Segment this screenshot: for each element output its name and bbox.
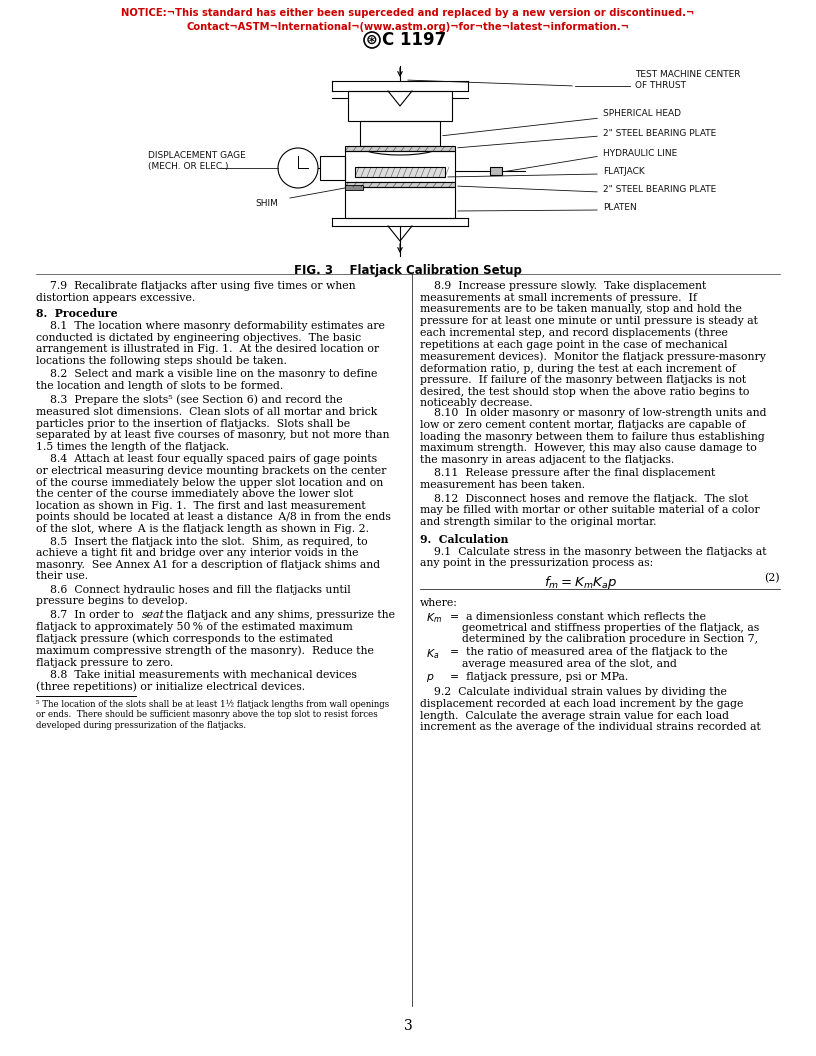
Bar xyxy=(345,151,455,182)
Text: 2" STEEL BEARING PLATE: 2" STEEL BEARING PLATE xyxy=(603,186,716,194)
Text: SHIM: SHIM xyxy=(255,200,278,208)
Bar xyxy=(345,187,455,218)
Text: (2): (2) xyxy=(765,572,780,583)
Bar xyxy=(345,182,455,187)
Text: determined by the calibration procedure in Section 7,: determined by the calibration procedure … xyxy=(462,635,758,644)
Text: 3: 3 xyxy=(404,1019,412,1033)
Text: DISPLACEMENT GAGE
(MECH. OR ELEC.): DISPLACEMENT GAGE (MECH. OR ELEC.) xyxy=(148,151,246,171)
Text: $K_a$: $K_a$ xyxy=(426,647,439,661)
Text: 9.2  Calculate individual strain values by dividing the
displacement recorded at: 9.2 Calculate individual strain values b… xyxy=(420,687,761,732)
Text: 8.7  In order to: 8.7 In order to xyxy=(36,610,137,620)
Text: PLATEN: PLATEN xyxy=(603,204,636,212)
Text: 9.1  Calculate stress in the masonry between the flatjacks at
any point in the p: 9.1 Calculate stress in the masonry betw… xyxy=(420,547,766,568)
Text: 8.12  Disconnect hoses and remove the flatjack.  The slot
may be filled with mor: 8.12 Disconnect hoses and remove the fla… xyxy=(420,493,760,527)
Text: 8.6  Connect hydraulic hoses and fill the flatjacks until
pressure begins to dev: 8.6 Connect hydraulic hoses and fill the… xyxy=(36,585,351,606)
Text: 2" STEEL BEARING PLATE: 2" STEEL BEARING PLATE xyxy=(603,129,716,137)
Bar xyxy=(320,156,345,180)
Text: 8.5  Insert the flatjack into the slot.  Shim, as required, to
achieve a tight f: 8.5 Insert the flatjack into the slot. S… xyxy=(36,536,380,581)
Text: 8.3  Prepare the slots⁵ (see Section 6) and record the
measured slot dimensions.: 8.3 Prepare the slots⁵ (see Section 6) a… xyxy=(36,395,389,452)
Text: SPHERICAL HEAD: SPHERICAL HEAD xyxy=(603,110,681,118)
Text: FIG. 3    Flatjack Calibration Setup: FIG. 3 Flatjack Calibration Setup xyxy=(294,264,522,277)
Text: $f_m = K_m K_a p$: $f_m = K_m K_a p$ xyxy=(543,574,616,591)
Text: Contact¬ASTM¬International¬(www.astm.org)¬for¬the¬latest¬information.¬: Contact¬ASTM¬International¬(www.astm.org… xyxy=(187,22,629,32)
Text: ⁵ The location of the slots shall be at least 1½ flatjack lengths from wall open: ⁵ The location of the slots shall be at … xyxy=(36,699,389,730)
Text: $K_m$: $K_m$ xyxy=(426,611,442,625)
Text: FLATJACK: FLATJACK xyxy=(603,168,645,176)
Text: 9.  Calculation: 9. Calculation xyxy=(420,533,508,545)
Text: HYDRAULIC LINE: HYDRAULIC LINE xyxy=(603,149,677,157)
Text: $p$: $p$ xyxy=(426,672,434,684)
Text: ⊛: ⊛ xyxy=(366,33,378,48)
Bar xyxy=(490,167,502,175)
Text: 8.8  Take initial measurements with mechanical devices
(three repetitions) or in: 8.8 Take initial measurements with mecha… xyxy=(36,670,357,692)
Text: 8.11  Release pressure after the final displacement
measurement has been taken.: 8.11 Release pressure after the final di… xyxy=(420,468,716,490)
Text: seat: seat xyxy=(142,610,165,620)
Text: where:: where: xyxy=(420,598,458,608)
Text: =  the ratio of measured area of the flatjack to the: = the ratio of measured area of the flat… xyxy=(450,647,728,658)
Text: 8.9  Increase pressure slowly.  Take displacement
measurements at small incremen: 8.9 Increase pressure slowly. Take displ… xyxy=(420,281,766,409)
Text: average measured area of the slot, and: average measured area of the slot, and xyxy=(462,659,677,668)
Text: NOTICE:¬This standard has either been superceded and replaced by a new version o: NOTICE:¬This standard has either been su… xyxy=(122,8,694,18)
Bar xyxy=(345,185,363,190)
Text: 8.4  Attach at least four equally spaced pairs of gage points
or electrical meas: 8.4 Attach at least four equally spaced … xyxy=(36,454,391,534)
Bar xyxy=(360,121,440,146)
Text: 8.1  The location where masonry deformability estimates are
conducted is dictate: 8.1 The location where masonry deformabi… xyxy=(36,321,385,365)
Text: geometrical and stiffness properties of the flatjack, as: geometrical and stiffness properties of … xyxy=(462,623,759,633)
Bar xyxy=(355,167,445,177)
Text: 8.10  In older masonry or masonry of low-strength units and
low or zero cement c: 8.10 In older masonry or masonry of low-… xyxy=(420,409,766,465)
Text: flatjack to approximately 50 % of the estimated maximum
flatjack pressure (which: flatjack to approximately 50 % of the es… xyxy=(36,622,374,667)
Text: 8.  Procedure: 8. Procedure xyxy=(36,307,118,319)
Text: C 1197: C 1197 xyxy=(382,31,446,49)
Bar xyxy=(345,146,455,151)
Bar xyxy=(348,91,452,121)
Text: TEST MACHINE CENTER
OF THRUST: TEST MACHINE CENTER OF THRUST xyxy=(635,70,740,91)
Text: 8.2  Select and mark a visible line on the masonry to define
the location and le: 8.2 Select and mark a visible line on th… xyxy=(36,370,377,391)
Text: the flatjack and any shims, pressurize the: the flatjack and any shims, pressurize t… xyxy=(162,610,395,620)
Text: 7.9  Recalibrate flatjacks after using five times or when
distortion appears exc: 7.9 Recalibrate flatjacks after using fi… xyxy=(36,281,356,303)
Text: =  a dimensionless constant which reflects the: = a dimensionless constant which reflect… xyxy=(450,611,706,622)
Text: =  flatjack pressure, psi or MPa.: = flatjack pressure, psi or MPa. xyxy=(450,672,628,682)
